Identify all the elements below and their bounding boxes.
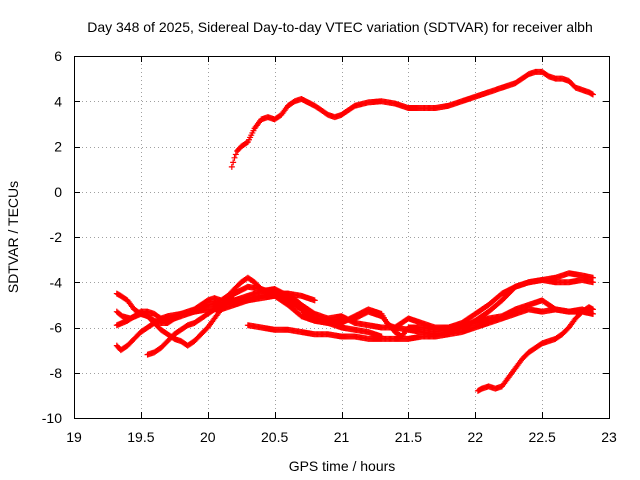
y-tick-label: 0 — [54, 184, 62, 200]
data-point — [230, 159, 237, 166]
y-tick-label: 6 — [54, 48, 62, 64]
series-0 — [228, 68, 596, 170]
x-tick-label: 22.5 — [529, 429, 556, 445]
series-6 — [244, 306, 596, 342]
data-point — [589, 91, 596, 98]
series-7 — [474, 304, 596, 394]
data-point — [243, 139, 250, 146]
y-axis-label: SDTVAR / TECUs — [5, 181, 21, 293]
y-tick-label: -2 — [50, 229, 63, 245]
x-tick-label: 19 — [66, 429, 82, 445]
data-point — [231, 154, 238, 161]
x-axis-label: GPS time / hours — [289, 458, 396, 474]
x-tick-labels: 19 19.5 20 20.5 21 21.5 22 22.5 23 — [66, 429, 617, 445]
x-tick-label: 23 — [601, 429, 617, 445]
y-tick-label: 2 — [54, 139, 62, 155]
y-tick-label: -6 — [50, 320, 63, 336]
series-4 — [113, 290, 385, 354]
x-tick-label: 21 — [334, 429, 350, 445]
x-tick-label: 21.5 — [395, 429, 422, 445]
data-point — [589, 306, 596, 313]
data-point — [232, 151, 239, 158]
x-tick-label: 22 — [467, 429, 483, 445]
plot-frame — [74, 56, 610, 419]
y-tick-label: -10 — [42, 410, 62, 426]
series-3 — [113, 286, 596, 331]
grid-lines — [74, 56, 609, 418]
y-tick-label: -8 — [50, 365, 63, 381]
y-tick-label: 4 — [54, 93, 62, 109]
chart-title: Day 348 of 2025, Sidereal Day-to-day VTE… — [87, 19, 593, 35]
y-tick-label: -4 — [50, 274, 63, 290]
y-tick-labels: -10 -8 -6 -4 -2 0 2 4 6 — [42, 48, 62, 426]
x-tick-label: 20 — [200, 429, 216, 445]
data-points — [113, 68, 596, 394]
data-point — [589, 279, 596, 286]
data-point — [311, 297, 318, 304]
series-5 — [144, 290, 318, 358]
x-tick-label: 19.5 — [127, 429, 154, 445]
x-tick-label: 20.5 — [261, 429, 288, 445]
data-point — [228, 163, 235, 170]
